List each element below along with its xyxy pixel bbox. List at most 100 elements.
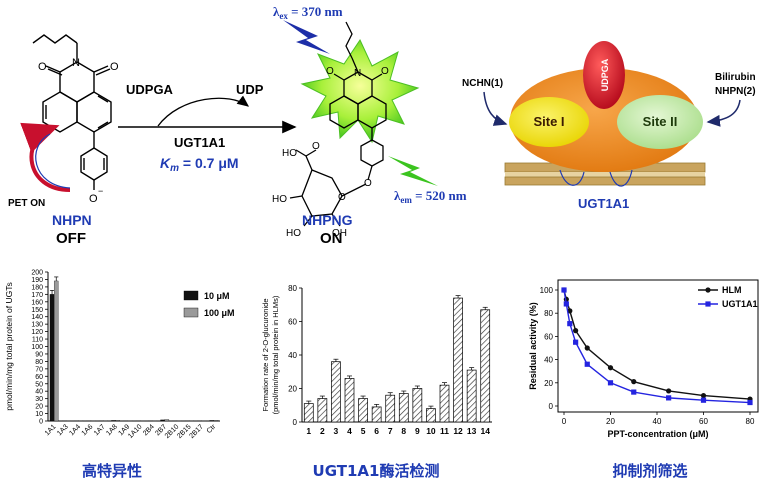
y-axis-label: pmol/min/mg total protein of UGTs [4, 282, 14, 411]
point-HLM [607, 365, 614, 371]
bar-100uM-1A7 [103, 420, 108, 422]
bar-100uM-1A4 [78, 420, 84, 422]
x-tick-label: 13 [467, 426, 477, 436]
nhpng-o-atom-left: O [326, 66, 334, 77]
y-tick-label: 150 [31, 307, 43, 314]
y-tick-label: 90 [35, 351, 43, 358]
y-tick-label: 30 [35, 396, 43, 403]
x-tick-label: 0 [562, 417, 567, 426]
y-tick-label: 110 [32, 337, 43, 344]
x-tick-label: 5 [361, 426, 366, 436]
bar-sample-5 [358, 398, 368, 423]
excitation-bolt [283, 20, 330, 54]
nhpn-o-atom-left: O [38, 61, 47, 73]
x-tick-label: 20 [606, 417, 615, 426]
y-tick-label: 60 [35, 374, 43, 381]
bar-sample-11 [439, 384, 450, 423]
bar-sample-2 [317, 398, 328, 423]
legend-label: 100 μM [204, 308, 235, 318]
glucuronide-ring [301, 169, 343, 217]
bar-10uM-1A3 [62, 420, 67, 422]
y-tick-label: 0 [293, 418, 298, 427]
ligand-nchn-arrow [483, 91, 508, 126]
nhpn-o-atom-right: O [110, 61, 119, 73]
nhpng-label: NHPNG [302, 212, 353, 228]
bar-100uM-2B4 [152, 420, 157, 422]
y-tick-label: 50 [35, 381, 43, 388]
nhpng-carboxyl-ho: HO [282, 148, 297, 159]
point-UGT1A1 [607, 380, 614, 386]
bar-sample-7 [385, 394, 396, 423]
x-tick-label: 1A8 [105, 423, 119, 437]
site1-pocket [509, 97, 589, 147]
bar-100uM-1A1 [53, 280, 59, 422]
fluorescence-burst [300, 38, 420, 144]
nhpng-o-atom-right: O [381, 66, 389, 77]
nhpng-molecule [289, 21, 387, 227]
membrane-bottom [504, 176, 706, 186]
y-tick-label: 0 [549, 402, 554, 411]
y-tick-label: 80 [35, 359, 43, 366]
caption-enzyme-assay: UGT1A1酶活检测 [313, 462, 440, 480]
y-tick-label: 130 [31, 322, 43, 329]
y-tick-label: 100 [540, 286, 554, 295]
x-tick-label: 1A6 [81, 423, 95, 437]
bar-100uM-1A6 [90, 420, 96, 422]
x-tick-label: 11 [440, 426, 449, 436]
plot-frame [557, 279, 759, 413]
y-tick-label: 0 [39, 419, 43, 426]
bar-10uM-2B10 [172, 420, 178, 422]
nhpng-ring-o: O [338, 192, 346, 203]
x-tick-label: 1A10 [127, 423, 144, 440]
bar-100uM-1A8 [115, 420, 120, 422]
udpga-curved-arrow [157, 95, 250, 127]
x-tick-label: 6 [374, 426, 379, 436]
bar-100uM-1A9 [127, 420, 133, 422]
point-UGT1A1 [573, 339, 579, 345]
site2-pocket [617, 95, 703, 149]
y-axis-label: Residual activity (%) [528, 302, 538, 390]
y-tick-label: 20 [288, 385, 297, 394]
pet-on-label: PET ON [8, 198, 45, 209]
udpga-site-label: UDPGA [600, 58, 610, 91]
y-tick-label: 100 [31, 344, 43, 351]
bar-10uM-1A1 [49, 294, 55, 422]
off-label: OFF [56, 230, 86, 247]
transmembrane-anchor [559, 169, 633, 187]
bar-10uM-Ctr [209, 420, 215, 422]
point-UGT1A1 [567, 321, 573, 327]
bar-100uM-2B10 [176, 420, 182, 422]
y-tick-label: 170 [31, 292, 43, 299]
y-tick-label: 200 [31, 270, 43, 277]
point-HLM [700, 392, 707, 399]
bar-10uM-2B4 [148, 420, 153, 422]
y-axis-label-line1: Formation rate of 2-O-glucuronide [261, 299, 270, 412]
pet-arrow-outline [35, 133, 71, 189]
x-tick-label: 40 [653, 417, 662, 426]
x-tick-label: 1A3 [56, 423, 70, 437]
butyl-chain [32, 34, 78, 44]
bar-10uM-1A8 [111, 420, 116, 422]
nhpng-carboxyl-o: O [312, 141, 320, 152]
legend-swatch [183, 307, 199, 318]
point-HLM [584, 345, 590, 351]
y-tick-label: 120 [31, 329, 43, 336]
x-axis-label: PPT-concentration (μM) [607, 429, 708, 439]
bar-10uM-1A7 [98, 420, 104, 422]
bar-sample-10 [426, 408, 436, 423]
bar-sample-3 [331, 361, 341, 423]
x-tick-label: 80 [746, 417, 755, 426]
legend-marker [705, 287, 711, 293]
caption-specificity: 高特异性 [82, 462, 142, 480]
bar-100uM-1A10 [139, 420, 145, 422]
naphthalene-ring-left [42, 91, 78, 133]
point-UGT1A1 [631, 389, 637, 395]
x-tick-label: 60 [699, 417, 708, 426]
x-tick-label: 8 [401, 426, 406, 436]
legend-label: 10 μM [204, 291, 230, 301]
bar-100uM-2B7 [164, 419, 170, 422]
x-tick-label: 1 [306, 426, 311, 436]
x-tick-label: 2 [320, 426, 325, 436]
